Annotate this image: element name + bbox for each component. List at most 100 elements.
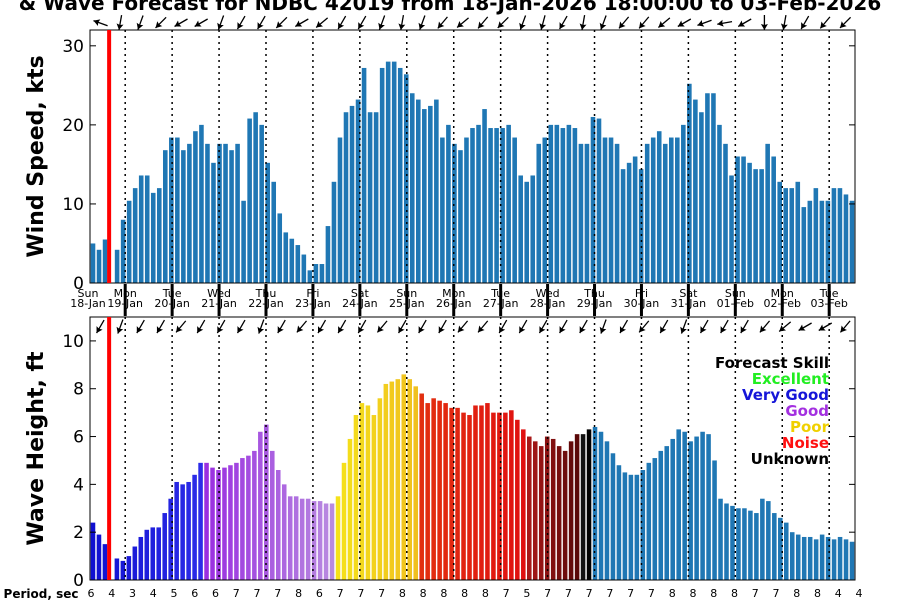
wave-direction-arrow (156, 319, 166, 334)
wind-bar (699, 112, 704, 283)
wind-bar (120, 219, 126, 283)
day-separator (593, 284, 597, 316)
wind-bar (325, 226, 331, 283)
wave-bar (413, 386, 418, 580)
period-value: 5 (523, 587, 530, 600)
wind-bar (566, 124, 572, 283)
wind-bar (518, 175, 523, 283)
day-date-label: 31-Jan (671, 297, 707, 310)
wind-bar (843, 194, 849, 283)
period-value: 8 (793, 587, 800, 600)
wind-direction-arrow (737, 18, 752, 28)
wind-bar (361, 67, 367, 283)
wind-bar (656, 131, 662, 283)
wind-bar (415, 99, 421, 283)
wave-bar (544, 436, 550, 580)
wave-bar (509, 410, 514, 580)
wave-bar (132, 546, 138, 580)
period-value: 8 (440, 587, 447, 600)
wave-bar (682, 431, 687, 580)
wind-bar (644, 143, 650, 283)
wave-bar (299, 498, 305, 580)
wave-bar (652, 458, 658, 580)
wave-bar (150, 527, 156, 580)
day-name-label: Thu (255, 287, 277, 300)
wind-bar (205, 143, 210, 283)
day-separator (499, 284, 503, 316)
wind-bar (114, 249, 120, 283)
period-value: 7 (357, 587, 364, 600)
wind-bar (837, 188, 843, 283)
wave-bar (807, 536, 813, 580)
wave-ytick-label: 4 (73, 475, 84, 495)
wave-direction-arrow (257, 319, 265, 334)
day-date-label: 24-Jan (342, 297, 378, 310)
wind-bar (482, 109, 487, 283)
day-name-label: Mon (771, 287, 794, 300)
wind-bar (807, 200, 813, 283)
wind-bar (253, 112, 258, 283)
wave-direction-arrow (778, 321, 792, 332)
wave-bar (246, 455, 251, 580)
wave-bar (258, 431, 263, 580)
wind-direction-arrow (315, 17, 329, 28)
day-date-label: 29-Jan (577, 297, 613, 310)
wave-bar (622, 472, 628, 580)
wind-bar (217, 143, 222, 283)
period-value: 7 (503, 587, 510, 600)
wave-bar (162, 513, 167, 580)
wave-ytick-label: 6 (73, 428, 84, 448)
period-value: 8 (710, 587, 717, 600)
period-value: 7 (586, 587, 593, 600)
wave-bar (180, 484, 185, 580)
wind-ytick-label: 30 (62, 37, 84, 57)
day-date-label: 02-Feb (764, 297, 801, 310)
wave-bar (138, 536, 144, 580)
wave-direction-arrow (559, 319, 568, 334)
wave-bar (287, 496, 293, 580)
wave-bar (819, 534, 825, 580)
wave-bar (849, 541, 855, 580)
wave-bar (198, 462, 203, 580)
wave-bar (664, 446, 670, 580)
wind-bar (96, 249, 102, 283)
wind-bar (795, 181, 801, 283)
wind-bar (548, 124, 554, 283)
wave-bar (706, 434, 711, 580)
period-value: 6 (88, 587, 95, 600)
day-date-label: 30-Jan (624, 297, 660, 310)
day-separator (358, 284, 362, 316)
wind-bar (512, 137, 517, 283)
wind-ylabel: Wind Speed, kts (24, 55, 49, 257)
day-name-label: Fri (306, 287, 319, 300)
wind-bar (620, 169, 626, 283)
wind-bar (735, 156, 740, 283)
wind-bar (391, 61, 397, 283)
wave-bar (616, 465, 622, 580)
period-value: 7 (627, 587, 634, 600)
wind-bar (759, 169, 764, 283)
wind-direction-arrow (357, 15, 367, 30)
wind-bar (560, 128, 566, 283)
wind-bar (163, 150, 168, 283)
day-date-label: 20-Jan (154, 297, 190, 310)
wind-bar (470, 128, 475, 283)
wind-bar (373, 112, 379, 283)
period-value: 3 (129, 587, 136, 600)
wave-bar (586, 429, 592, 580)
wave-bar (801, 536, 807, 580)
wind-bar (289, 238, 295, 283)
wave-bar (479, 405, 484, 580)
wave-direction-arrow (116, 319, 124, 334)
wind-direction-arrow (539, 15, 547, 30)
day-date-label: 23-Jan (295, 297, 331, 310)
wave-bar (347, 438, 353, 580)
day-name-label: Sun (396, 287, 417, 300)
wind-direction-arrow (559, 15, 568, 30)
wave-bar (461, 412, 466, 580)
day-separator (170, 284, 174, 316)
day-name-label: Mon (442, 287, 465, 300)
wave-direction-arrow (638, 320, 650, 333)
wave-bar (730, 505, 735, 580)
wave-direction-arrow (337, 319, 347, 334)
